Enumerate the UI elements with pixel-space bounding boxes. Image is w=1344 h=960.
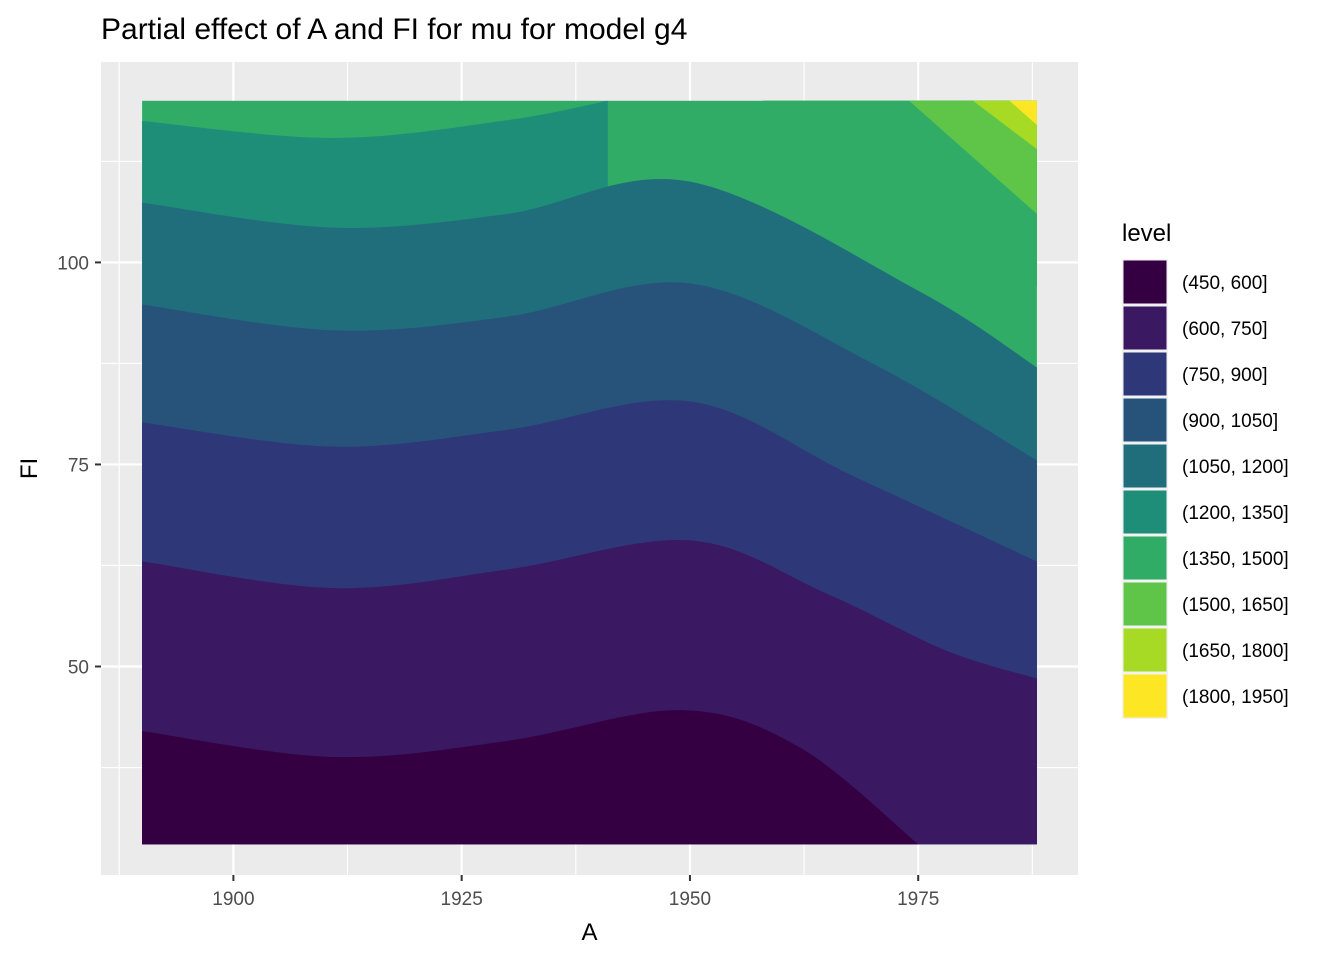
legend-label: (1500, 1650]	[1182, 595, 1289, 616]
legend-title: level	[1122, 220, 1171, 247]
x-tick-label: 1925	[441, 889, 483, 910]
x-tick-label: 1975	[897, 889, 939, 910]
contour-band-high	[1009, 100, 1037, 126]
x-tick-label: 1950	[669, 889, 711, 910]
y-tick-label: 100	[57, 253, 89, 274]
legend-swatch	[1123, 306, 1167, 350]
legend-label: (600, 750]	[1182, 319, 1268, 340]
legend-label: (450, 600]	[1182, 273, 1268, 294]
legend-swatch	[1123, 674, 1167, 718]
legend-swatch	[1123, 628, 1167, 672]
y-axis-title: FI	[16, 458, 43, 479]
legend-swatch	[1123, 352, 1167, 396]
contour-band	[142, 710, 919, 845]
y-axis: 50 75 100	[57, 253, 101, 678]
legend-swatch	[1123, 582, 1167, 626]
contour-bands	[142, 100, 1037, 845]
legend-label: (750, 900]	[1182, 365, 1268, 386]
contour-band-high	[972, 100, 1037, 150]
legend-label: (1350, 1500]	[1182, 549, 1289, 570]
x-tick-label: 1900	[212, 889, 254, 910]
legend-label: (900, 1050]	[1182, 411, 1278, 432]
legend-swatch	[1123, 398, 1167, 442]
legend-label: (1650, 1800]	[1182, 641, 1289, 662]
contour-band-high	[909, 100, 1037, 214]
legend-swatch	[1123, 260, 1167, 304]
legend-swatch	[1123, 536, 1167, 580]
x-axis: 1900 1925 1950 1975	[212, 875, 939, 910]
legend: level (450, 600] (600, 750] (750, 900] (900…	[1122, 220, 1289, 719]
y-tick-label: 50	[68, 657, 89, 678]
chart-title: Partial effect of A and FI for mu for mo…	[101, 13, 687, 46]
legend-items: (450, 600] (600, 750] (750, 900] (900, 1050…	[1122, 259, 1289, 719]
y-tick-label: 75	[68, 455, 89, 476]
legend-label: (1050, 1200]	[1182, 457, 1289, 478]
legend-label: (1200, 1350]	[1182, 503, 1289, 524]
legend-label: (1800, 1950]	[1182, 687, 1289, 708]
legend-swatch	[1123, 444, 1167, 488]
legend-swatch	[1123, 490, 1167, 534]
x-axis-title: A	[581, 919, 597, 946]
